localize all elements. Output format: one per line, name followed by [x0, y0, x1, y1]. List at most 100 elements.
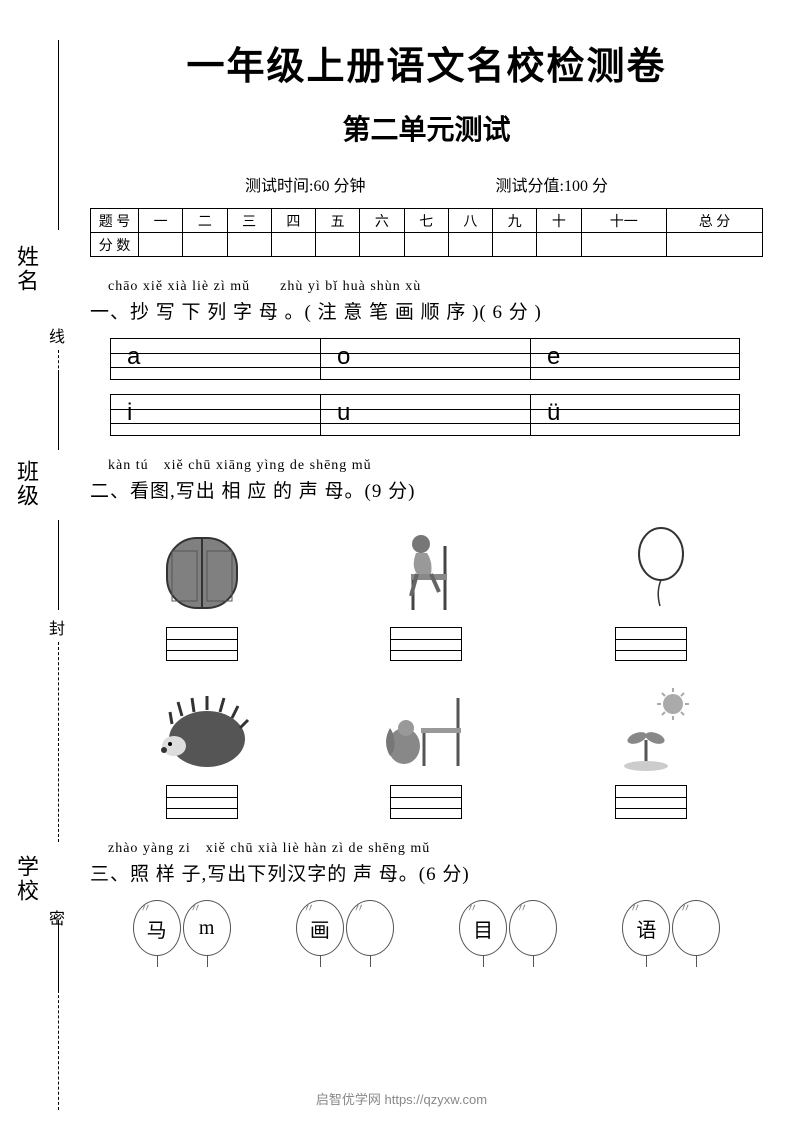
q2-row1 — [90, 521, 763, 661]
answer-cell[interactable] — [166, 627, 238, 661]
score-header-label: 题 号 — [91, 209, 139, 233]
q2-item — [351, 679, 501, 819]
q2-row2 — [90, 679, 763, 819]
mark-feng: 封 — [42, 620, 66, 636]
door-icon — [147, 521, 257, 621]
balloon-icon — [596, 521, 706, 621]
score-cell[interactable] — [493, 233, 537, 257]
mark-xian: 线 — [42, 328, 66, 344]
q3-balloons: 马 m 画 目 语 — [90, 900, 763, 956]
score-col: 一 — [139, 209, 183, 233]
score-col: 三 — [227, 209, 271, 233]
sun-sprout-icon — [596, 679, 706, 779]
balloon-char: 马 — [133, 900, 181, 956]
score-cell[interactable] — [537, 233, 581, 257]
score-cell[interactable] — [227, 233, 271, 257]
q1-text: 一、抄 写 下 列 字 母 。( 注 意 笔 画 顺 序 )( 6 分 ) — [90, 297, 763, 324]
score-col: 四 — [271, 209, 315, 233]
letter-u: u — [337, 399, 350, 427]
score-row-label: 分 数 — [91, 233, 139, 257]
q1-row2: i u ü — [110, 394, 763, 436]
page-subtitle: 第二单元测试 — [90, 108, 763, 148]
binding-rule — [58, 370, 59, 450]
test-maxscore: 测试分值:100 分 — [496, 172, 608, 196]
label-name: 姓名 — [10, 245, 42, 293]
q1-pinyin: chāo xiě xià liè zì mǔ zhù yì bǐ huà shù… — [108, 275, 763, 295]
score-cell[interactable] — [139, 233, 183, 257]
binding-rule — [58, 520, 59, 610]
footer-watermark: 启智优学网 https://qzyxw.com — [0, 1089, 803, 1108]
score-col: 十 — [537, 209, 581, 233]
q2-item — [127, 521, 277, 661]
test-time: 测试时间:60 分钟 — [245, 172, 365, 196]
answer-cell[interactable] — [615, 627, 687, 661]
writing-cell[interactable]: e — [530, 338, 740, 380]
question-1: chāo xiě xià liè zì mǔ zhù yì bǐ huà shù… — [90, 275, 763, 436]
writing-cell[interactable]: i — [110, 394, 320, 436]
score-cell[interactable] — [667, 233, 763, 257]
balloon-char: 语 — [622, 900, 670, 956]
balloon-answer[interactable]: m — [183, 900, 231, 956]
score-cell[interactable] — [316, 233, 360, 257]
hedgehog-icon — [147, 679, 257, 779]
letter-e: e — [547, 343, 560, 371]
score-col: 六 — [360, 209, 404, 233]
balloon-pair: 目 — [459, 900, 557, 956]
score-table-header-row: 题 号 一 二 三 四 五 六 七 八 九 十 十一 总 分 — [91, 209, 763, 233]
score-col: 九 — [493, 209, 537, 233]
score-col: 二 — [183, 209, 227, 233]
writing-cell[interactable]: a — [110, 338, 320, 380]
score-cell[interactable] — [271, 233, 315, 257]
score-cell[interactable] — [581, 233, 667, 257]
score-table-score-row: 分 数 — [91, 233, 763, 257]
answer-cell[interactable] — [166, 785, 238, 819]
q2-text: 二、看图,写出 相 应 的 声 母。(9 分) — [90, 476, 763, 503]
label-school: 学校 — [10, 855, 42, 903]
answer-cell[interactable] — [390, 785, 462, 819]
binding-rule — [58, 40, 59, 230]
balloon-answer[interactable] — [509, 900, 557, 956]
page-content: 一年级上册语文名校检测卷 第二单元测试 测试时间:60 分钟 测试分值:100 … — [90, 0, 763, 956]
question-3: zhào yàng zi xiě chū xià liè hàn zì de s… — [90, 837, 763, 956]
q2-item — [127, 679, 277, 819]
label-class: 班级 — [10, 460, 42, 508]
binding-margin: 姓名 线 班级 封 学校 密 — [0, 0, 70, 1122]
mark-mi: 密 — [42, 910, 66, 926]
answer-cell[interactable] — [390, 627, 462, 661]
q3-pinyin: zhào yàng zi xiě chū xià liè hàn zì de s… — [108, 837, 763, 857]
writing-cell[interactable]: u — [320, 394, 530, 436]
balloon-pair: 画 — [296, 900, 394, 956]
binding-rule — [58, 920, 59, 990]
person-chair-icon — [371, 521, 481, 621]
writing-cell[interactable]: ü — [530, 394, 740, 436]
score-col: 七 — [404, 209, 448, 233]
squirrel-chair-icon — [371, 679, 481, 779]
balloon-answer[interactable] — [346, 900, 394, 956]
letter-uu: ü — [547, 399, 560, 427]
score-cell[interactable] — [183, 233, 227, 257]
q2-item — [576, 521, 726, 661]
writing-cell[interactable]: o — [320, 338, 530, 380]
score-cell[interactable] — [360, 233, 404, 257]
letter-a: a — [127, 343, 140, 371]
q1-row1: a o e — [110, 338, 763, 380]
test-info-row: 测试时间:60 分钟 测试分值:100 分 — [90, 172, 763, 196]
score-cell[interactable] — [404, 233, 448, 257]
score-col: 五 — [316, 209, 360, 233]
score-col: 十一 — [581, 209, 667, 233]
score-col: 总 分 — [667, 209, 763, 233]
q2-pinyin: kàn tú xiě chū xiāng yìng de shēng mǔ — [108, 454, 763, 474]
q2-item — [351, 521, 501, 661]
balloon-char: 画 — [296, 900, 344, 956]
binding-dash — [58, 642, 59, 842]
balloon-answer[interactable] — [672, 900, 720, 956]
answer-cell[interactable] — [615, 785, 687, 819]
balloon-char: 目 — [459, 900, 507, 956]
score-cell[interactable] — [448, 233, 492, 257]
score-table: 题 号 一 二 三 四 五 六 七 八 九 十 十一 总 分 分 数 — [90, 208, 763, 257]
score-col: 八 — [448, 209, 492, 233]
letter-i: i — [127, 399, 132, 427]
question-2: kàn tú xiě chū xiāng yìng de shēng mǔ 二、… — [90, 454, 763, 819]
q2-item — [576, 679, 726, 819]
page-title: 一年级上册语文名校检测卷 — [90, 35, 763, 90]
